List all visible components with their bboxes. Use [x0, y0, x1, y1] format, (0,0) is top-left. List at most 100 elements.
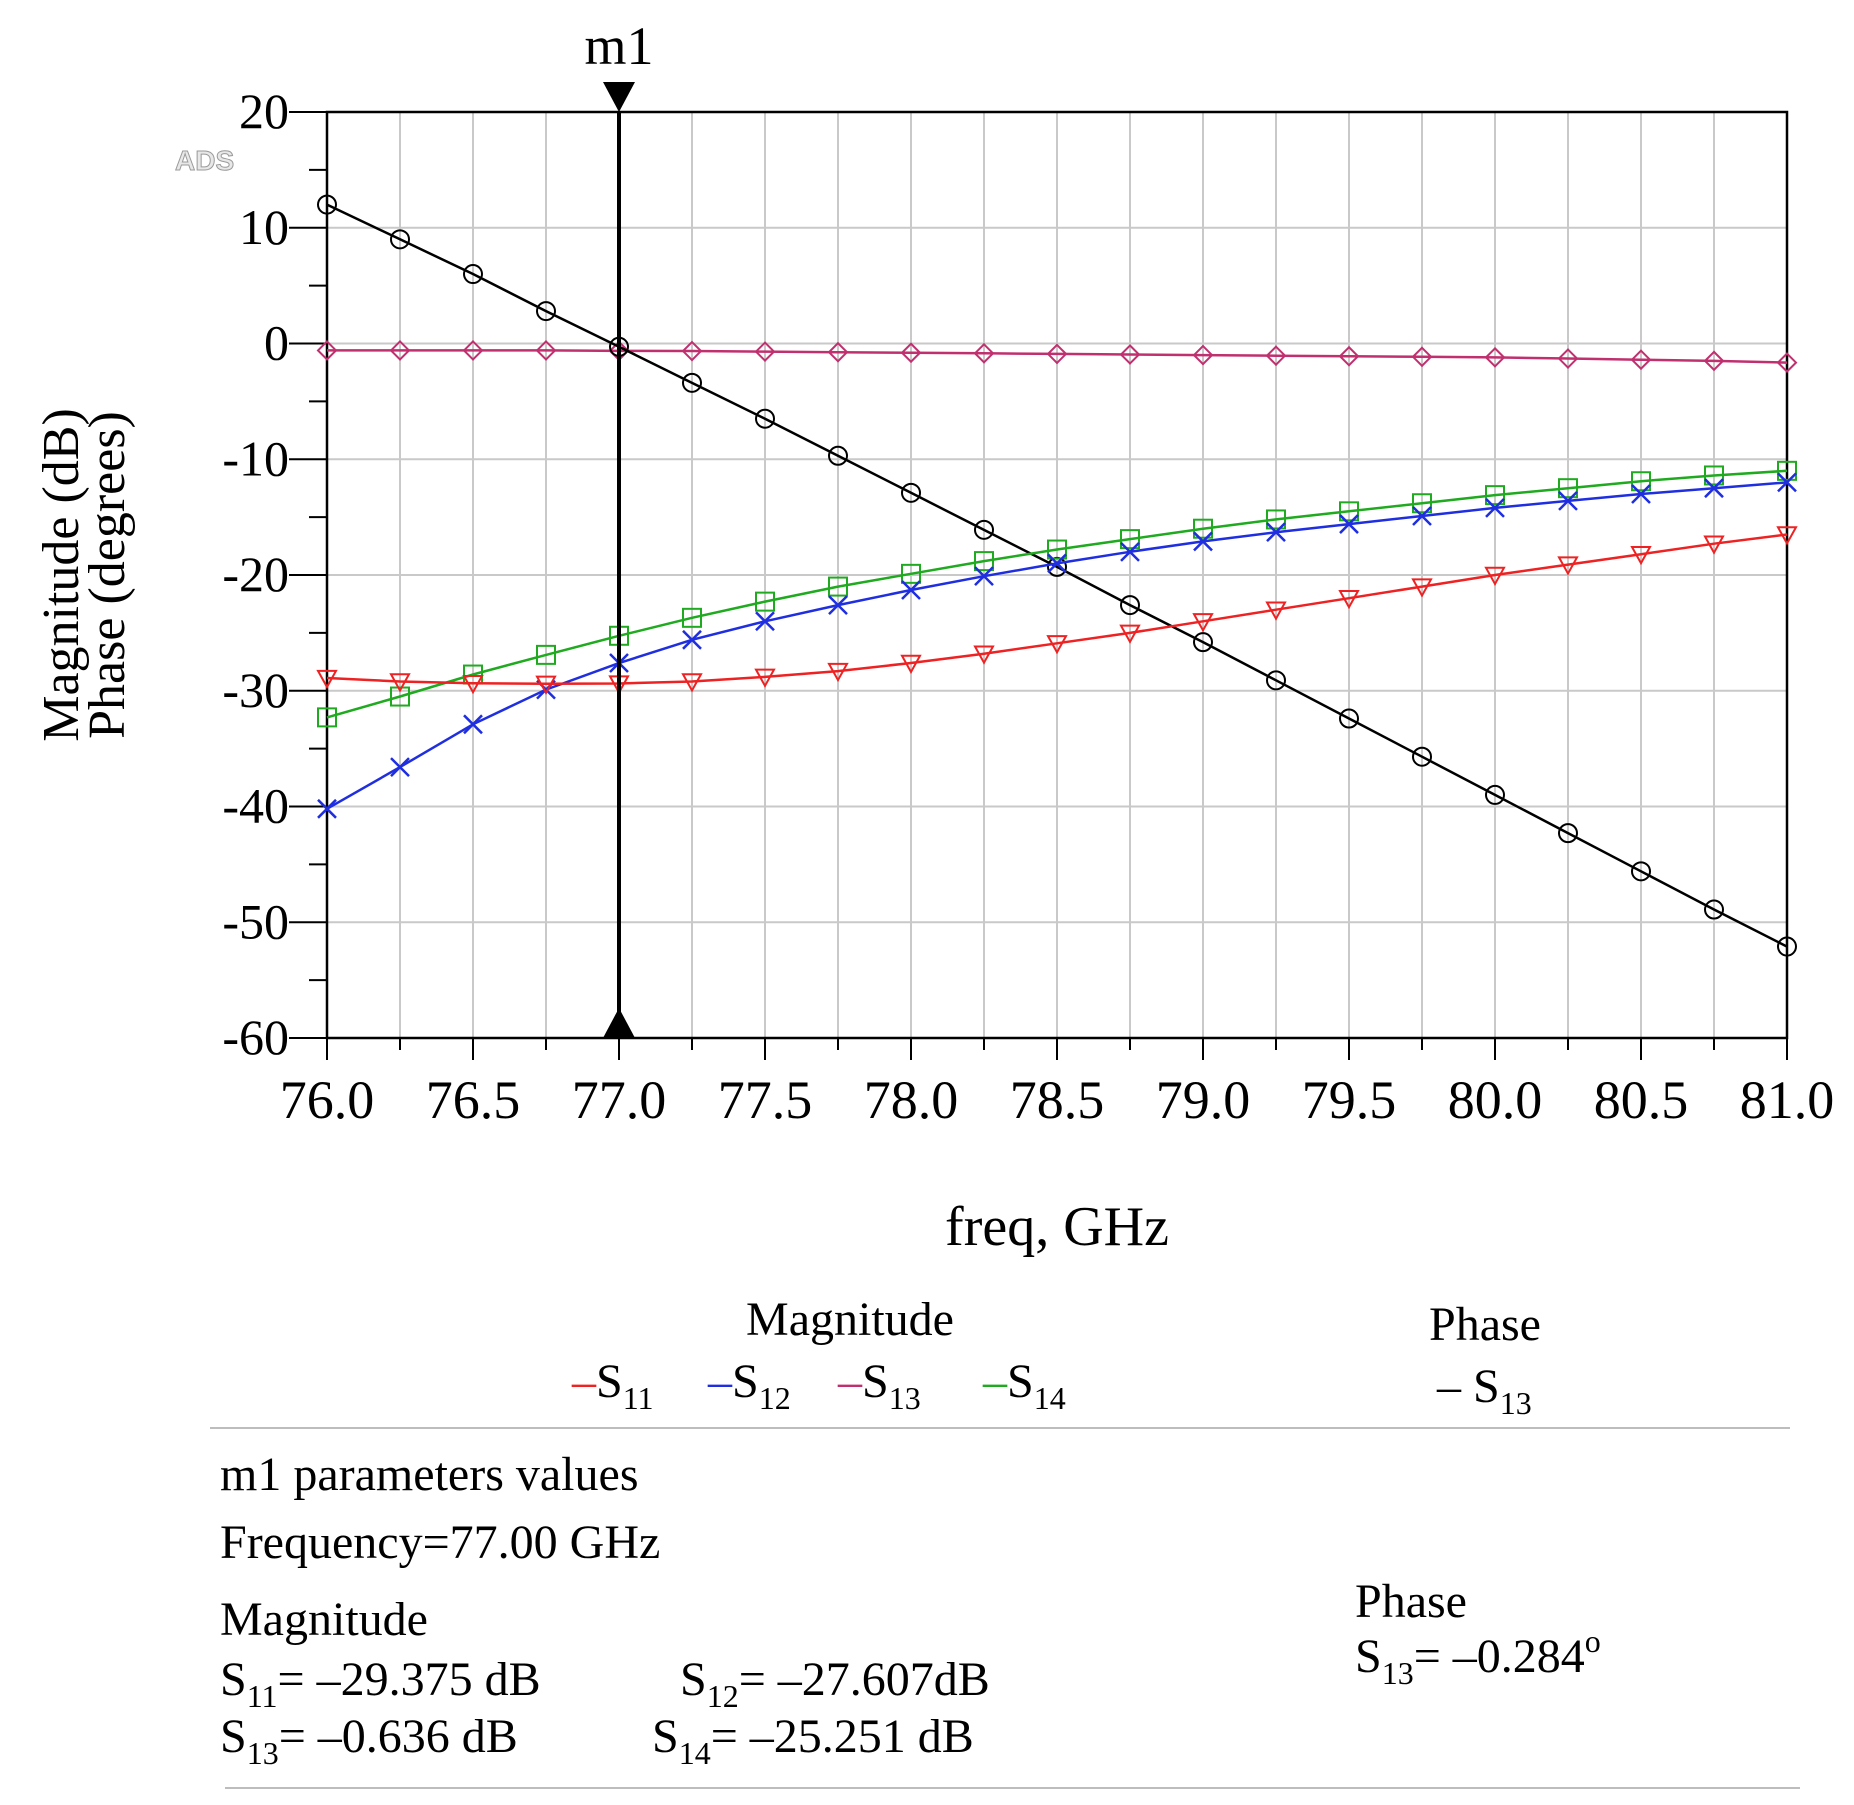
x-marker — [1047, 553, 1067, 574]
y-tick-label: -50 — [222, 893, 289, 949]
legend-item-s13: –S13 — [837, 1355, 921, 1416]
m1-s14-base: S — [652, 1710, 679, 1763]
x-tick-label: 79.0 — [1156, 1070, 1251, 1130]
y-tick-label: -30 — [222, 662, 289, 718]
square-marker — [1412, 493, 1432, 514]
x-marker — [1485, 497, 1505, 518]
circle-marker — [463, 264, 483, 285]
circle-marker — [1631, 861, 1651, 882]
circle-marker — [390, 229, 410, 250]
x-marker — [1777, 472, 1797, 493]
square-marker — [317, 707, 337, 728]
x-marker — [1704, 478, 1724, 499]
y-tick-label: 0 — [264, 315, 289, 371]
square-marker — [682, 607, 702, 628]
diamond-marker — [973, 342, 995, 364]
legend-label-sub: 12 — [759, 1380, 791, 1416]
m1-s14-sub: 14 — [679, 1735, 711, 1771]
circle-marker — [974, 519, 994, 540]
m1-phase-s13-sub: 13 — [1382, 1655, 1414, 1691]
circle-marker — [1339, 708, 1359, 729]
diamond-marker — [1703, 350, 1725, 372]
x-marker — [901, 580, 921, 600]
diamond-marker — [1192, 344, 1214, 366]
m1-phase-s13-value: = –0.284 — [1414, 1630, 1585, 1683]
y-axis-title: Magnitude (dB) Phase (degrees) — [33, 408, 136, 742]
x-tick-label: 77.5 — [718, 1070, 813, 1130]
square-marker — [1558, 478, 1578, 499]
triangle-marker — [1484, 566, 1506, 587]
m1-phase-s13-base: S — [1355, 1630, 1382, 1683]
triangle-marker — [1703, 535, 1725, 555]
x-marker — [1631, 484, 1651, 504]
x-marker — [390, 757, 410, 778]
triangle-marker — [1411, 578, 1433, 598]
m1-s13-value: = –0.636 dB — [279, 1710, 518, 1763]
x-marker — [755, 611, 775, 632]
circle-marker — [755, 408, 775, 429]
m1-s14-value: = –25.251 dB — [711, 1710, 974, 1763]
square-marker — [1485, 485, 1505, 506]
legend-swatch: – — [837, 1355, 863, 1408]
legend-label-base: S — [732, 1355, 759, 1408]
diamond-marker — [1776, 352, 1798, 374]
m1-s13-base: S — [220, 1710, 247, 1763]
x-marker — [317, 798, 337, 819]
square-marker — [1631, 471, 1651, 492]
series-s14 — [317, 460, 1797, 728]
m1-s11-readout: S11= –29.375 dB — [220, 1653, 541, 1714]
triangle-marker — [1119, 624, 1141, 644]
x-marker — [974, 566, 994, 587]
square-marker — [390, 686, 410, 707]
square-marker — [901, 563, 921, 584]
triangle-marker — [1776, 526, 1798, 546]
triangle-marker — [1265, 601, 1287, 621]
x-tick-label: 76.5 — [426, 1070, 521, 1130]
circle-marker — [1266, 670, 1286, 691]
y-tick-label: -60 — [222, 1009, 289, 1065]
m1-panel-frequency: Frequency=77.00 GHz — [220, 1516, 660, 1569]
diamond-marker — [754, 341, 776, 363]
diamond-marker — [462, 340, 484, 361]
circle-marker — [1120, 595, 1140, 616]
legend-item-s14: –S14 — [982, 1355, 1066, 1416]
m1-label: m1 — [584, 16, 653, 76]
triangle-marker — [827, 662, 849, 683]
legend-label-sub: 11 — [623, 1380, 654, 1416]
square-marker — [828, 576, 848, 597]
square-marker — [1120, 529, 1140, 550]
triangle-marker — [1046, 635, 1068, 655]
diamond-marker — [827, 341, 849, 363]
x-marker — [1120, 541, 1140, 562]
circle-marker — [901, 482, 921, 503]
x-marker — [1339, 514, 1359, 534]
m1-phase-s13-readout: S13= –0.284o — [1355, 1623, 1601, 1691]
m1-s12-base: S — [680, 1653, 707, 1706]
square-marker — [1339, 501, 1359, 522]
x-marker — [682, 629, 702, 650]
triangle-marker — [1557, 556, 1579, 576]
x-marker — [1558, 491, 1578, 511]
diamond-marker — [1338, 345, 1360, 367]
legend-label-base: S — [1007, 1355, 1034, 1408]
triangle-marker — [973, 645, 995, 665]
diamond-marker — [535, 340, 557, 361]
m1-s12-readout: S12= –27.607dB — [680, 1653, 990, 1714]
diamond-marker — [681, 340, 703, 362]
legend-phase-item-s13: – S13 — [1436, 1360, 1532, 1421]
triangle-marker — [681, 673, 703, 693]
square-marker — [1047, 539, 1067, 560]
y-tick-label: 10 — [239, 199, 289, 255]
m1-s11-value: = –29.375 dB — [278, 1653, 541, 1706]
y-tick-label: 20 — [239, 83, 289, 139]
series-line — [326, 533, 1788, 686]
triangle-marker — [1192, 613, 1214, 633]
x-marker — [1412, 506, 1432, 526]
m1-panel-title: m1 parameters values — [220, 1448, 639, 1501]
diamond-marker — [1630, 349, 1652, 371]
m1-panel-magnitude-title: Magnitude — [220, 1593, 428, 1646]
triangle-marker — [389, 673, 411, 693]
legend-label-base: S — [862, 1355, 889, 1408]
x-marker — [828, 595, 848, 615]
